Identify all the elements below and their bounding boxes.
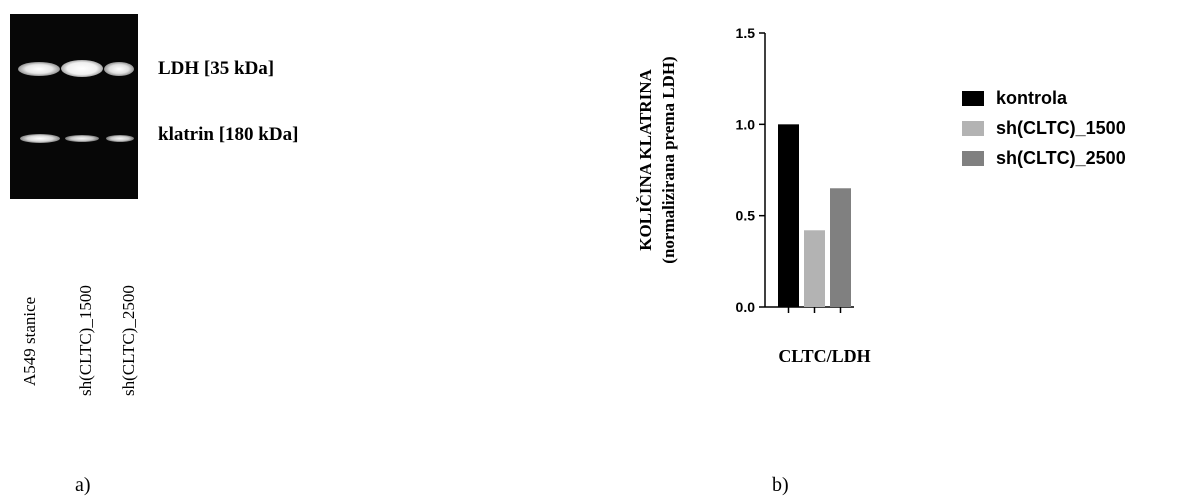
panel-label-b: b)	[772, 474, 789, 496]
ldh-band-lane-2	[61, 60, 103, 77]
bar-0	[778, 124, 799, 307]
western-blot-image	[10, 14, 138, 199]
legend-item-sh1500: sh(CLTC)_1500	[962, 113, 1126, 143]
legend-label-sh2500: sh(CLTC)_2500	[996, 147, 1126, 168]
klatrin-band-lane-1	[20, 134, 60, 143]
y-tick-label-0: 0.0	[736, 299, 756, 315]
legend-item-kontrola: kontrola	[962, 83, 1126, 113]
ldh-band-lane-1	[18, 62, 60, 76]
chart-legend: kontrola sh(CLTC)_1500 sh(CLTC)_2500	[962, 83, 1126, 173]
legend-swatch-sh2500	[962, 150, 984, 166]
ldh-band-label: LDH [35 kDa]	[158, 58, 275, 79]
bar-1	[804, 230, 825, 307]
y-tick-label-2: 1.0	[736, 116, 756, 132]
klatrin-band-lane-2	[65, 135, 99, 142]
legend-label-kontrola: kontrola	[996, 87, 1068, 108]
legend-swatch-kontrola	[962, 90, 984, 106]
legend-item-sh2500: sh(CLTC)_2500	[962, 143, 1126, 173]
x-axis-label: CLTC/LDH	[778, 346, 870, 366]
klatrin-band-label: klatrin [180 kDa]	[158, 124, 299, 145]
y-tick-label-3: 1.5	[736, 25, 756, 41]
y-tick-label-1: 0.5	[736, 208, 756, 224]
legend-label-sh1500: sh(CLTC)_1500	[996, 117, 1126, 138]
bar-2	[830, 188, 851, 307]
klatrin-band-lane-3	[106, 135, 134, 142]
ldh-band-lane-3	[104, 62, 134, 76]
legend-swatch-sh1500	[962, 120, 984, 136]
panel-label-a: a)	[75, 474, 91, 496]
